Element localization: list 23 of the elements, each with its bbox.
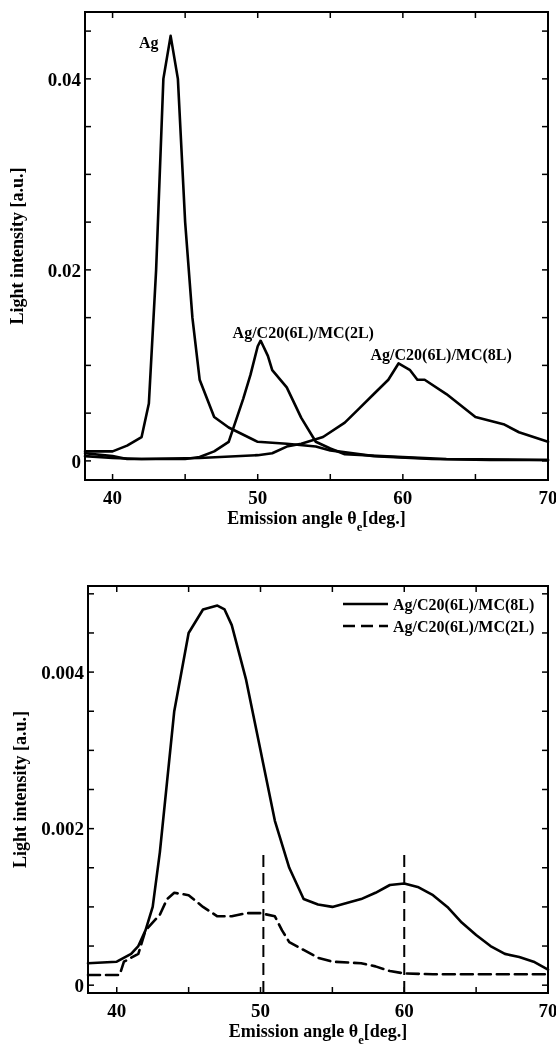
x-tick-label: 70 bbox=[538, 1000, 556, 1021]
y-tick-label: 0 bbox=[71, 450, 81, 472]
y-axis-title: Light intensity [a.u.] bbox=[10, 710, 30, 869]
legend-label: Ag/C20(6L)/MC(8L) bbox=[393, 595, 535, 614]
x-tick-label: 40 bbox=[107, 1000, 127, 1021]
x-tick-label: 70 bbox=[538, 487, 556, 508]
y-tick-label: 0.04 bbox=[47, 68, 82, 90]
y-tick-label: 0.002 bbox=[41, 818, 84, 840]
x-tick-label: 60 bbox=[393, 487, 413, 508]
x-tick-label: 50 bbox=[248, 487, 268, 508]
legend-label: Ag/C20(6L)/MC(8L) bbox=[370, 346, 512, 365]
x-axis-title: Emission angle θ$_{e}$[deg.] bbox=[227, 508, 406, 534]
y-axis-title: Light intensity [a.u.] bbox=[7, 167, 27, 325]
y-tick-label: 0.02 bbox=[47, 259, 81, 281]
x-tick-label: 60 bbox=[394, 1000, 414, 1021]
series-label: Ag/C20(6L)/MC(2L) bbox=[232, 323, 374, 342]
x-tick-label: 40 bbox=[103, 487, 123, 508]
y-tick-label: 0.004 bbox=[41, 661, 85, 683]
legend-label: Ag/C20(6L)/MC(2L) bbox=[393, 617, 535, 636]
x-axis-title: Emission angle θ$_{e}$[deg.] bbox=[228, 1021, 408, 1047]
y-tick-label: 0 bbox=[74, 974, 84, 996]
x-tick-label: 50 bbox=[251, 1000, 270, 1021]
series-label: Ag bbox=[139, 33, 159, 52]
